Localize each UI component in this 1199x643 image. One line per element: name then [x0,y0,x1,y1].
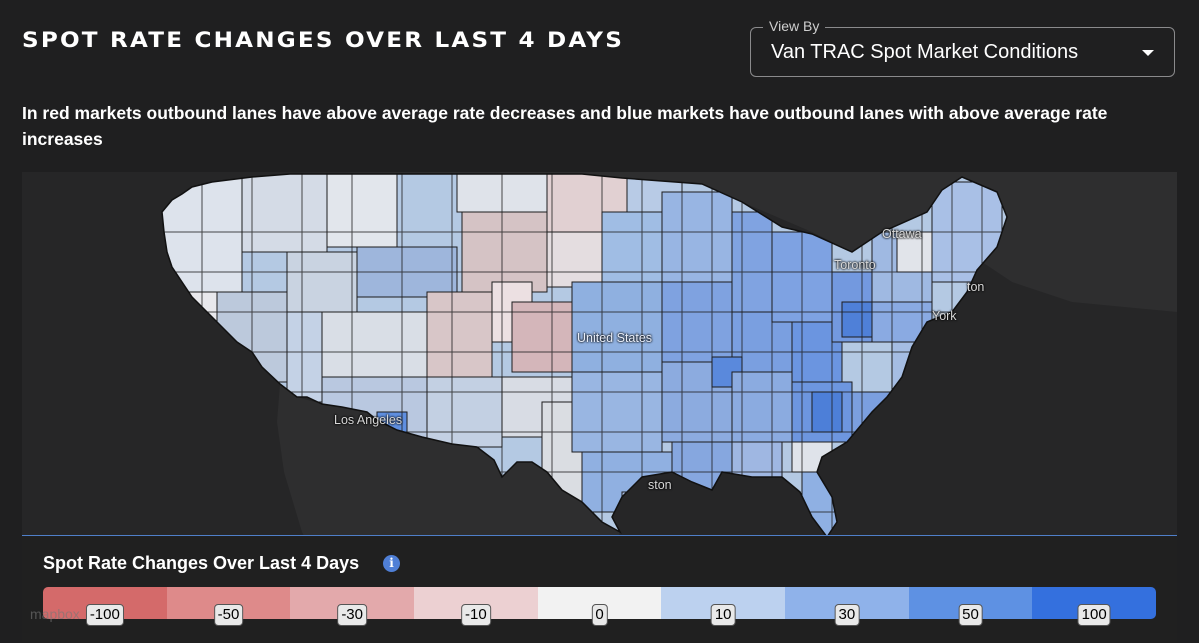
map-canvas[interactable] [22,172,1177,642]
us-map[interactable]: Ottawa Toronto ton York United States Lo… [22,172,1177,642]
label-los-angeles: Los Angeles [334,413,403,427]
legend-tick: -30 [337,604,367,626]
label-ottawa: Ottawa [882,227,922,241]
label-boston: ton [967,280,985,294]
view-by-label: View By [763,18,826,34]
label-new-york: York [932,309,957,323]
color-scale-ticks: -100 -50 -30 -10 0 10 30 50 100 [43,604,1156,630]
mapbox-logo[interactable]: mapbox [30,606,80,622]
view-by-select[interactable]: View By Van TRAC Spot Market Conditions [750,18,1175,77]
map-description: In red markets outbound lanes have above… [22,103,1108,149]
chevron-down-icon[interactable] [1142,50,1154,56]
legend-tick: 10 [710,604,736,626]
legend-tick: 50 [958,604,983,626]
legend-tick: 0 [591,604,608,626]
label-united-states: United States [577,331,653,345]
legend-tick: -100 [85,604,124,626]
legend-panel: Spot Rate Changes Over Last 4 Days i -10… [22,535,1177,643]
legend-title: Spot Rate Changes Over Last 4 Days [43,553,360,573]
label-houston: ston [648,478,672,492]
legend-tick: 100 [1077,604,1111,626]
legend-tick: -50 [213,604,244,626]
legend-tick: -10 [460,604,491,626]
info-icon[interactable]: i [383,555,400,572]
legend-tick: 30 [834,604,860,626]
label-toronto: Toronto [834,258,876,272]
page-title: SPOT RATE CHANGES OVER LAST 4 DAYS [22,28,625,52]
view-by-value: Van TRAC Spot Market Conditions [771,41,1079,63]
